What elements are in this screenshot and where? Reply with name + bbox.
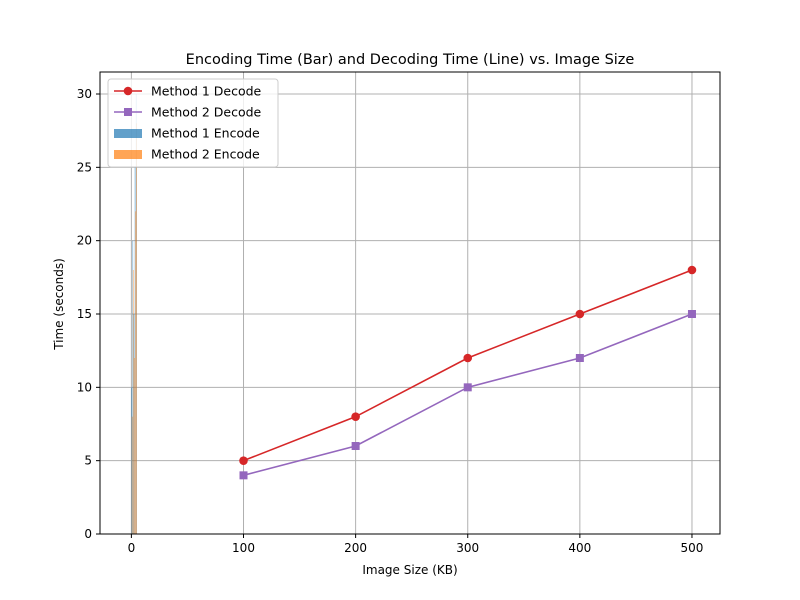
- y-tick-label: 5: [84, 454, 92, 468]
- y-tick-label: 10: [77, 380, 92, 394]
- bar-method-1-encode: [134, 167, 136, 535]
- x-tick-label: 100: [232, 541, 255, 555]
- x-tick-label: 0: [128, 541, 136, 555]
- encode-bars: [131, 94, 137, 535]
- legend-swatch-method-1-encode: [114, 129, 142, 138]
- x-tick-label: 400: [568, 541, 591, 555]
- bar-method-2-encode: [132, 270, 134, 534]
- bar-method-1-encode: [132, 240, 134, 534]
- y-axis-label: Time (seconds): [52, 258, 66, 351]
- point-method-1-decode: [351, 412, 360, 421]
- plot-area-frame: [99, 71, 721, 535]
- bar-method-2-encode: [134, 358, 135, 534]
- point-method-1-decode: [687, 265, 697, 275]
- legend: Method 1 Decode Method 2 Decode Method 1 E…: [107, 78, 279, 168]
- chart-title: Encoding Time (Bar) and Decoding Time (L…: [186, 52, 635, 68]
- x-axis-label: Image Size (KB): [362, 563, 457, 577]
- point-method-2-decode: [239, 471, 248, 480]
- bar-method-2-encode: [136, 123, 137, 534]
- legend-label-method-2-decode: Method 2 Decode: [151, 105, 262, 120]
- y-tick-label: 25: [77, 160, 92, 174]
- point-method-1-decode: [239, 456, 248, 465]
- point-method-2-decode: [575, 354, 584, 362]
- point-method-2-decode: [687, 310, 696, 318]
- decode-lines: [239, 265, 697, 480]
- grid: [100, 72, 720, 535]
- legend-label-method-1-decode: Method 1 Decode: [151, 84, 262, 99]
- y-tick-label: 15: [77, 307, 92, 321]
- y-tick-label: 0: [84, 527, 92, 541]
- axes: 0 100 200 300 400 500 0 5 10 15 20 25 30: [77, 87, 704, 555]
- legend-box: [107, 78, 279, 168]
- bar-method-1-encode: [135, 94, 137, 534]
- point-method-2-decode: [351, 442, 360, 450]
- x-tick-label: 300: [456, 541, 479, 555]
- legend-label-method-1-encode: Method 1 Encode: [151, 126, 260, 141]
- x-tick-label: 500: [681, 541, 704, 555]
- legend-marker-method-1-decode: [123, 86, 133, 96]
- point-method-2-decode: [463, 383, 472, 392]
- bar-method-2-encode: [131, 416, 133, 534]
- y-tick-label: 30: [77, 87, 92, 101]
- legend-marker-method-2-decode: [124, 108, 132, 116]
- point-method-1-decode: [575, 309, 585, 319]
- bar-method-1-encode: [131, 387, 132, 534]
- legend-label-method-2-encode: Method 2 Encode: [151, 147, 260, 162]
- bar-method-1-encode: [133, 314, 135, 534]
- point-method-1-decode: [463, 353, 473, 363]
- legend-swatch-method-2-encode: [114, 150, 142, 159]
- bar-method-2-encode: [135, 211, 136, 535]
- y-tick-label: 20: [77, 234, 92, 248]
- x-tick-label: 200: [344, 541, 367, 555]
